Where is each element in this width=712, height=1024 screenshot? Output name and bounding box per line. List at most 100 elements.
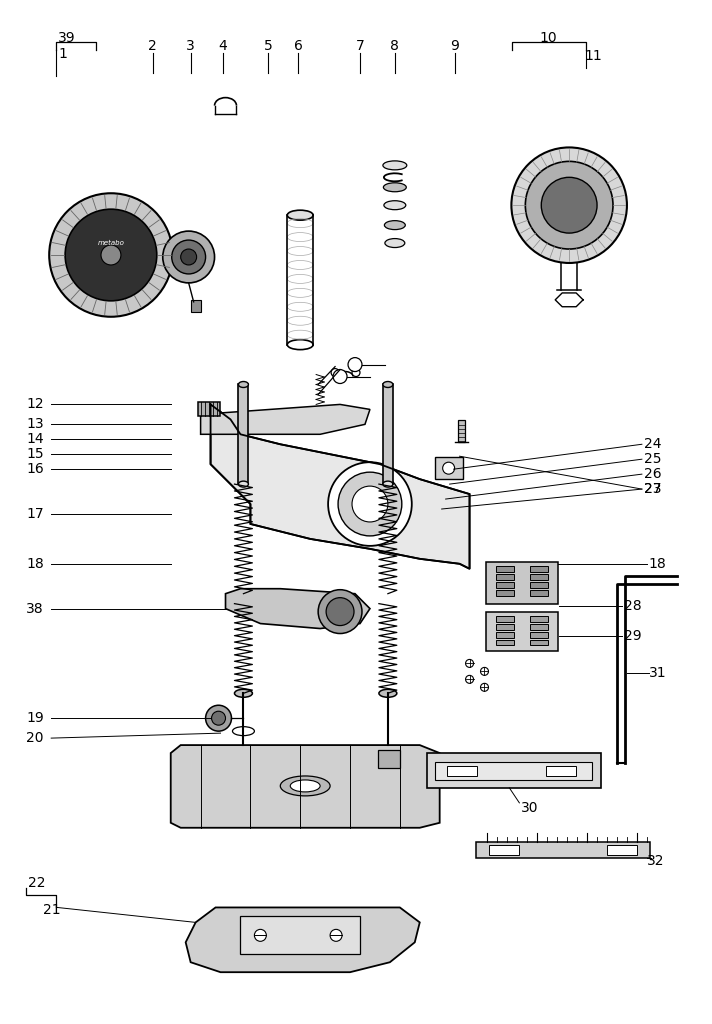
Text: 39: 39 [58,31,75,45]
Text: 27: 27 [644,482,661,496]
Bar [486,611,558,651]
Circle shape [348,357,362,372]
Circle shape [352,486,388,522]
Text: 11: 11 [584,49,602,62]
Circle shape [254,930,266,941]
Text: 25: 25 [644,453,661,466]
Ellipse shape [383,161,407,170]
Text: 6: 6 [294,39,303,53]
Bar [458,421,464,442]
Polygon shape [201,404,370,434]
Bar [530,632,548,638]
Text: 31: 31 [649,667,666,680]
Circle shape [481,668,488,676]
Circle shape [181,249,197,265]
Circle shape [163,231,214,283]
Text: 16: 16 [26,462,44,476]
Text: 21: 21 [43,903,61,918]
Text: 38: 38 [26,602,44,615]
Circle shape [338,472,402,536]
Bar [546,766,576,776]
Text: 4: 4 [218,39,227,53]
Bar [530,566,548,571]
Text: metabo: metabo [98,240,125,246]
Bar [530,573,548,580]
Ellipse shape [290,780,320,792]
Circle shape [466,676,473,683]
Text: 9: 9 [450,39,459,53]
Bar [607,845,637,855]
Text: 3: 3 [187,39,195,53]
Bar [435,457,463,479]
Text: 18: 18 [649,557,666,570]
Bar [476,842,650,858]
Text: 23: 23 [644,482,661,496]
Bar [530,615,548,622]
Bar [191,300,201,311]
Bar [530,582,548,588]
Ellipse shape [379,689,397,697]
Ellipse shape [384,201,406,210]
Circle shape [333,370,347,384]
Ellipse shape [287,340,313,349]
Text: 19: 19 [26,712,44,725]
Bar [496,640,514,645]
Ellipse shape [385,239,405,248]
Ellipse shape [383,382,393,387]
Bar [383,384,393,484]
Bar [530,590,548,596]
Bar [241,916,360,954]
Text: 18: 18 [26,557,44,570]
Bar [446,766,476,776]
Circle shape [49,194,173,316]
Ellipse shape [287,210,313,220]
Polygon shape [186,907,420,972]
Bar [496,624,514,630]
Text: 24: 24 [644,437,661,452]
Circle shape [511,147,627,263]
Bar [198,402,219,417]
Text: 26: 26 [644,467,661,481]
Circle shape [352,369,360,377]
Text: 28: 28 [624,599,642,612]
Ellipse shape [383,183,407,191]
Circle shape [443,462,455,474]
Text: 30: 30 [521,801,539,815]
Text: 12: 12 [26,397,44,412]
Text: 22: 22 [28,876,46,890]
Text: 15: 15 [26,447,44,461]
Bar [496,615,514,622]
Circle shape [211,712,226,725]
Bar [435,762,592,780]
Circle shape [331,369,339,377]
Text: 7: 7 [355,39,365,53]
Circle shape [172,240,206,274]
Circle shape [206,706,231,731]
Text: 17: 17 [26,507,44,521]
Text: 10: 10 [539,31,557,45]
Ellipse shape [239,481,248,487]
Text: 5: 5 [264,39,273,53]
Text: 29: 29 [624,629,642,642]
Polygon shape [226,589,370,629]
Circle shape [65,209,157,301]
Bar [486,562,558,603]
Circle shape [481,683,488,691]
Text: 32: 32 [647,854,664,867]
Bar [496,573,514,580]
Bar [530,624,548,630]
Circle shape [541,177,597,233]
Ellipse shape [384,220,405,229]
Text: 13: 13 [26,418,44,431]
Text: 20: 20 [26,731,44,745]
Ellipse shape [281,776,330,796]
Ellipse shape [383,481,393,487]
Bar [496,632,514,638]
Circle shape [326,598,354,626]
Circle shape [328,462,412,546]
Bar [496,590,514,596]
Bar [239,384,248,484]
Text: 8: 8 [390,39,399,53]
Circle shape [318,590,362,634]
Polygon shape [211,404,469,568]
